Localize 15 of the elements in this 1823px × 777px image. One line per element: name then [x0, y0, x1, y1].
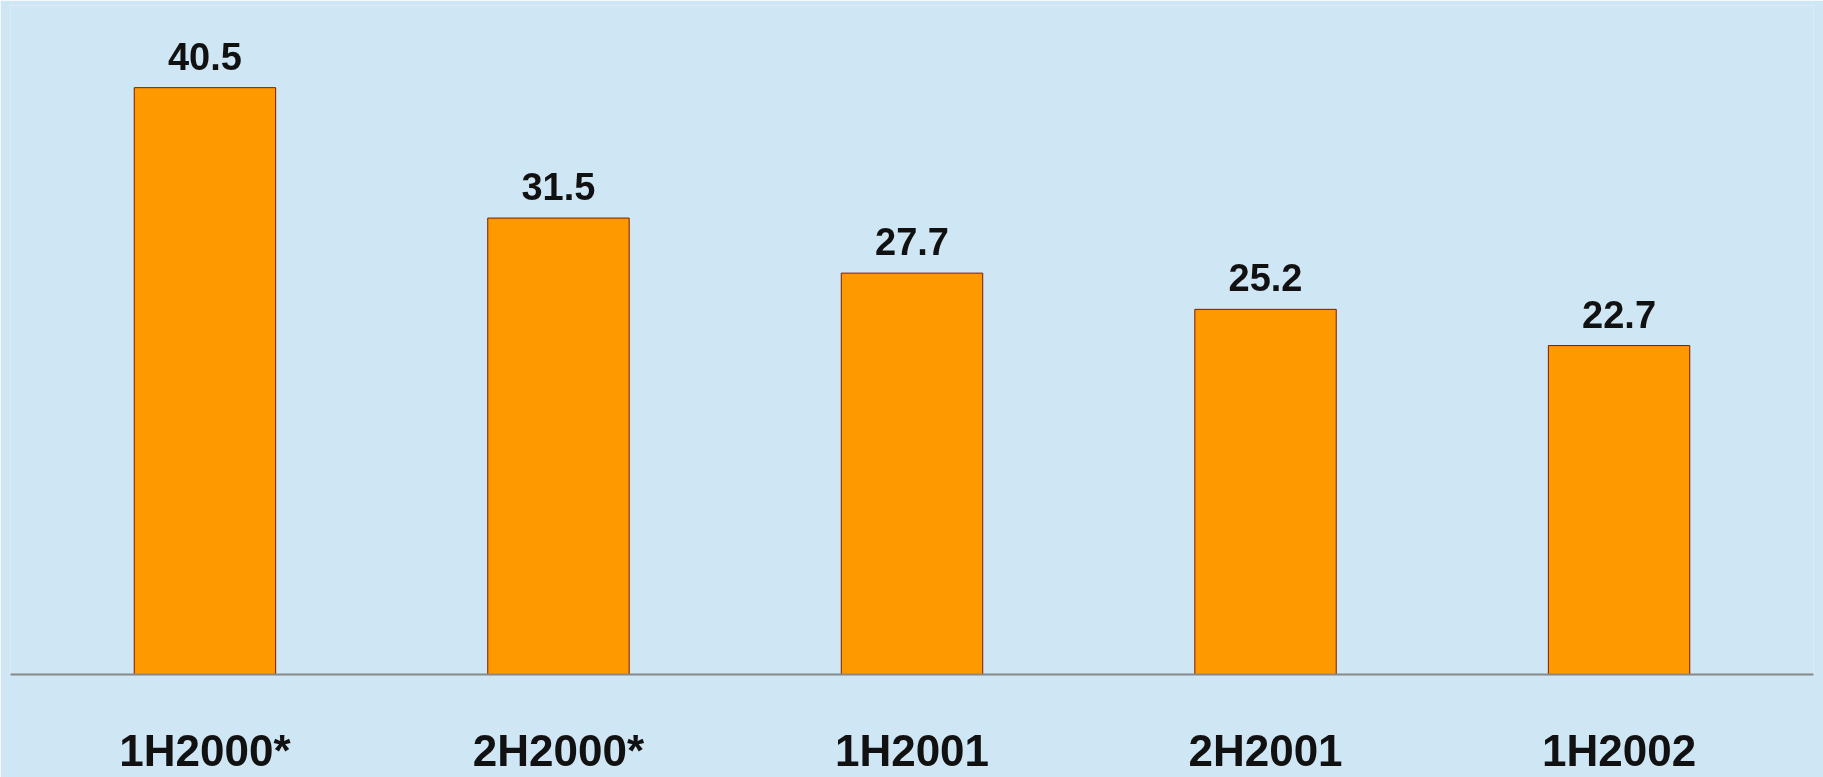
x-tick-label: 1H2000*	[119, 725, 292, 775]
x-tick-label: 2H2000*	[472, 725, 645, 775]
data-label: 22.7	[1582, 293, 1657, 336]
bar	[840, 272, 984, 675]
data-label: 40.5	[167, 35, 242, 78]
x-tick-label: 1H2001	[834, 725, 990, 775]
bar	[1547, 345, 1691, 675]
data-label: 27.7	[875, 221, 949, 264]
bar	[133, 87, 277, 675]
data-label: 25.2	[1228, 257, 1303, 300]
x-tick-label: 2H2001	[1188, 725, 1343, 775]
x-tick-label: 1H2002	[1541, 725, 1697, 775]
bar	[487, 217, 630, 675]
bar	[1194, 308, 1337, 675]
data-label: 31.5	[521, 166, 596, 209]
